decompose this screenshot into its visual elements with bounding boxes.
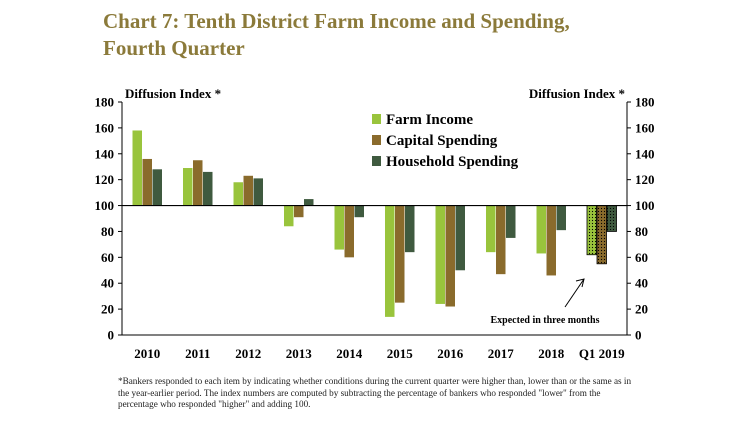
y-tick-label-right: 180 (635, 95, 655, 110)
y-tick-label-left: 60 (101, 250, 114, 265)
bar-household-spending-2013 (304, 199, 314, 206)
legend-swatch (372, 114, 381, 124)
bar-capital-spending-2012 (243, 175, 253, 206)
bar-capital-spending-2017 (496, 205, 506, 275)
y-tick-label-left: 20 (101, 302, 114, 317)
annotation-arrow-head (575, 278, 585, 288)
y-tick-label-right: 160 (635, 120, 655, 135)
x-tick-label: 2018 (538, 346, 565, 361)
legend-swatch (372, 135, 381, 145)
y-tick-label-left: 40 (101, 276, 114, 291)
y-tick-label-left: 180 (95, 95, 115, 110)
bar-capital-spending-2011 (193, 160, 203, 206)
bar-farm-income-2010 (132, 130, 142, 206)
bar-chart: 0 0 20 20 40 40 60 60 80 80 100 100 120 120 140 140 160 1… (95, 86, 655, 361)
chart-title-line1: Chart 7: Tenth District Farm Income and … (103, 9, 570, 33)
x-tick-label: 2013 (286, 346, 313, 361)
y-tick-label-right: 100 (635, 198, 655, 213)
x-tick-label: Q1 2019 (579, 346, 625, 361)
bar-farm-income-2016 (435, 205, 445, 304)
x-tick-label: 2011 (185, 346, 210, 361)
bar-household-spending-2016 (455, 205, 465, 271)
x-tick-label: 2012 (235, 346, 261, 361)
bar-farm-income-2014 (334, 205, 344, 250)
bar-farm-income-2012 (233, 182, 243, 206)
annotation-arrow-shaft (564, 278, 585, 308)
bar-farm-income-2015 (385, 205, 395, 317)
bar-household-spending-2010 (152, 169, 162, 206)
bar-household-spending-2011 (203, 171, 213, 206)
expected-annotation: Expected in three months (491, 315, 600, 326)
y-tick-label-right: 120 (635, 172, 655, 187)
legend-swatch (372, 156, 381, 166)
chart-title-line2: Fourth Quarter (103, 36, 245, 60)
y-tick-label-left: 160 (95, 120, 115, 135)
bar-farm-income-2017 (486, 205, 496, 253)
y-tick-label-right: 140 (635, 146, 655, 161)
bar-capital-spending-2010 (142, 158, 152, 206)
x-tick-label: 2015 (387, 346, 414, 361)
x-tick-label: 2016 (437, 346, 464, 361)
legend-label: Household Spending (386, 154, 519, 170)
bar-household-spending-2017 (506, 205, 516, 238)
bar-capital-spending-2013 (294, 205, 304, 218)
y-tick-label-right: 20 (635, 302, 648, 317)
x-tick-label: 2017 (488, 346, 515, 361)
y-tick-label-right: 60 (635, 250, 648, 265)
bar-capital-spending-2018 (546, 205, 556, 276)
y-tick-label-left: 120 (95, 172, 115, 187)
bar-household-spending-q1-2019 (606, 205, 617, 232)
bar-farm-income-q1-2019 (586, 205, 597, 256)
legend-label: Farm Income (386, 112, 473, 128)
y-tick-label-right: 40 (635, 276, 648, 291)
y-tick-label-right: 80 (635, 224, 648, 239)
bar-capital-spending-2016 (445, 205, 455, 307)
bar-farm-income-2013 (284, 205, 294, 227)
bar-household-spending-2012 (253, 178, 263, 206)
y-tick-label-left: 140 (95, 146, 115, 161)
bar-farm-income-2011 (183, 168, 193, 206)
footnote: *Bankers responded to each item by indic… (118, 376, 632, 409)
y-axis-title-left: Diffusion Index * (125, 86, 221, 101)
bar-farm-income-2018 (536, 205, 546, 254)
y-axis-title-right: Diffusion Index * (529, 86, 625, 101)
y-tick-label-left: 80 (101, 224, 114, 239)
bar-capital-spending-q1-2019 (596, 205, 607, 265)
bar-capital-spending-2015 (395, 205, 405, 303)
bar-household-spending-2018 (556, 205, 566, 231)
y-tick-label-left: 0 (108, 328, 115, 343)
bar-household-spending-2015 (405, 205, 415, 253)
y-tick-label-left: 100 (95, 198, 115, 213)
bar-household-spending-2014 (354, 205, 364, 218)
legend-label: Capital Spending (386, 133, 498, 149)
x-tick-label: 2014 (336, 346, 363, 361)
x-tick-label: 2010 (134, 346, 160, 361)
bar-capital-spending-2014 (344, 205, 354, 258)
chart-title: Chart 7: Tenth District Farm Income and … (103, 8, 570, 62)
y-tick-label-right: 0 (635, 328, 642, 343)
